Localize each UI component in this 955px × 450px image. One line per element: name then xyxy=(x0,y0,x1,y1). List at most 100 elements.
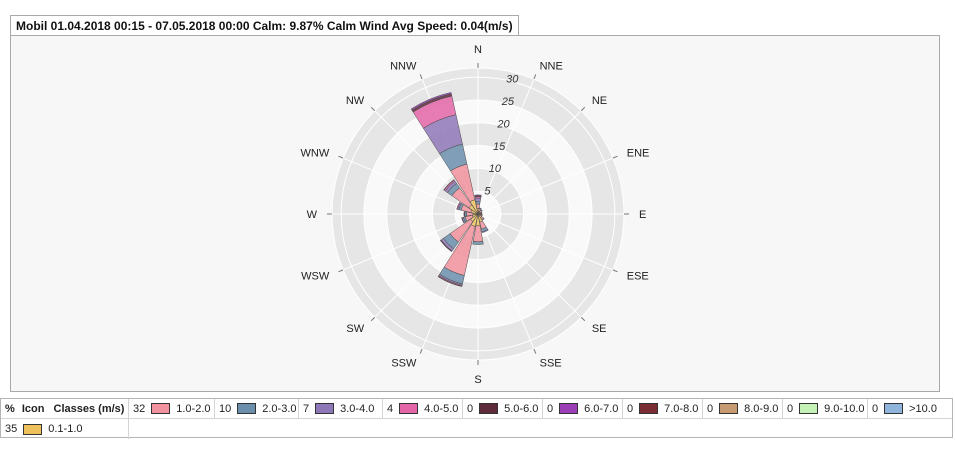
wind-bar-wnw-4 xyxy=(456,201,461,210)
legend-label: 5.0-6.0 xyxy=(504,402,539,415)
legend-cell: 32 1.0-2.0 xyxy=(129,399,215,418)
direction-label-wsw: WSW xyxy=(301,271,330,283)
spoke-gridline xyxy=(339,213,479,272)
legend-swatch xyxy=(884,403,904,414)
legend-label: 3.0-4.0 xyxy=(340,402,375,415)
radial-tick-label: 20 xyxy=(496,118,510,130)
wind-bar-n-2 xyxy=(475,200,481,205)
legend-pct: 35 xyxy=(5,423,18,435)
legend-pct: 7 xyxy=(303,402,310,415)
legend-swatch xyxy=(237,403,257,414)
direction-label-ese: ESE xyxy=(627,271,649,283)
wind-bar-sw-5 xyxy=(439,239,453,253)
wind-rose-chart: 5 10 15 20 25 30 N NNE NE ENE E ESE SE SSE S SSW SW WSW W W… xyxy=(301,44,650,386)
wind-bar-nnw-6 xyxy=(410,92,452,111)
legend-cell: 0 9.0-10.0 xyxy=(783,399,868,418)
legend-pct: 0 xyxy=(707,402,714,415)
legend-cell: 10 2.0-3.0 xyxy=(215,399,299,418)
spoke-tick xyxy=(370,316,376,322)
legend-label: 6.0-7.0 xyxy=(584,402,619,415)
legend-swatch xyxy=(151,403,171,414)
spoke-tick xyxy=(533,74,537,80)
wind-bar-ssw-5 xyxy=(437,275,463,287)
direction-label-ssw: SSW xyxy=(391,358,417,370)
chart-title: Mobil 01.04.2018 00:15 - 07.05.2018 00:0… xyxy=(10,15,519,36)
direction-label-w: W xyxy=(307,209,318,221)
wind-bar-e-2 xyxy=(481,212,483,216)
legend-label: 0.1-1.0 xyxy=(48,423,83,435)
legend-cell: 0 5.0-6.0 xyxy=(463,399,543,418)
legend-row: 35 0.1-1.0 xyxy=(1,419,952,439)
legend-swatch xyxy=(639,403,659,414)
spoke-tick xyxy=(338,269,344,273)
spoke-gridline xyxy=(477,213,617,272)
legend-header-classes: Classes (m/s) xyxy=(53,402,125,415)
radial-tick-label: 25 xyxy=(501,96,515,108)
legend-pct: 0 xyxy=(872,402,879,415)
spoke-gridline xyxy=(339,156,479,215)
direction-label-sw: SW xyxy=(346,323,364,335)
legend-cell: 35 0.1-1.0 xyxy=(1,419,129,439)
direction-label-n: N xyxy=(474,44,482,56)
legend-cell: 0 7.0-8.0 xyxy=(623,399,703,418)
legend-label: >10.0 xyxy=(909,402,937,415)
direction-label-ene: ENE xyxy=(627,147,650,159)
spoke-tick xyxy=(419,74,423,80)
legend-row: % Icon Classes (m/s) 32 1.0-2.0 10 2.0-3.0 7… xyxy=(1,399,952,419)
direction-label-nnw: NNW xyxy=(390,60,417,72)
legend-swatch xyxy=(479,403,499,414)
chart-panel: 5 10 15 20 25 30 N NNE NE ENE E ESE SE SSE S SSW SW WSW W W… xyxy=(10,35,940,392)
direction-label-e: E xyxy=(639,209,646,221)
legend-swatch xyxy=(23,423,43,435)
legend-header-icon: Icon xyxy=(21,402,45,415)
spoke-gridline xyxy=(477,213,585,321)
wind-bar-se-2 xyxy=(481,217,485,221)
radial-tick-label: 15 xyxy=(493,141,506,153)
legend-label: 2.0-3.0 xyxy=(262,402,297,415)
legend-cell: 7 3.0-4.0 xyxy=(299,399,383,418)
legend-table: % Icon Classes (m/s) 32 1.0-2.0 10 2.0-3.0 7… xyxy=(0,398,953,439)
spoke-tick xyxy=(612,155,618,159)
legend-header: % Icon Classes (m/s) xyxy=(1,399,129,418)
wind-bar-nne-2 xyxy=(478,207,482,210)
legend-cell: 0 >10.0 xyxy=(868,399,945,418)
wind-bar-w-4 xyxy=(463,211,465,217)
legend-pct: 0 xyxy=(467,402,474,415)
direction-label-sse: SSE xyxy=(540,358,562,370)
spoke-tick xyxy=(370,106,376,112)
wind-bar-nw-5 xyxy=(443,179,455,191)
wind-bar-n-6 xyxy=(474,194,482,197)
radial-tick-label: 30 xyxy=(506,74,519,86)
spoke-tick xyxy=(533,348,537,354)
legend-swatch xyxy=(719,403,739,414)
legend-label: 4.0-5.0 xyxy=(424,402,459,415)
direction-label-wnw: WNW xyxy=(301,147,330,159)
legend-pct: 0 xyxy=(627,402,634,415)
legend-header-pct: % xyxy=(5,402,15,415)
wind-bar-wsw-4 xyxy=(461,217,465,224)
legend-pct: 32 xyxy=(133,402,146,415)
direction-label-se: SE xyxy=(592,323,607,335)
direction-label-nw: NW xyxy=(346,95,365,107)
legend-pct: 4 xyxy=(387,402,394,415)
spoke-tick xyxy=(612,269,618,273)
wind-bar-n-3 xyxy=(474,197,482,202)
spoke-tick xyxy=(580,106,586,112)
legend-swatch xyxy=(559,403,579,414)
radial-tick-label: 10 xyxy=(489,163,502,175)
legend-pct: 0 xyxy=(787,402,794,415)
legend-cell: 0 8.0-9.0 xyxy=(703,399,783,418)
wind-bar-s-2 xyxy=(472,241,484,245)
legend-pct: 0 xyxy=(547,402,554,415)
legend-swatch xyxy=(315,403,335,414)
radial-tick-label: 5 xyxy=(484,186,491,198)
direction-label-ne: NE xyxy=(592,95,607,107)
spoke-gridline xyxy=(477,107,585,215)
spoke-tick xyxy=(338,155,344,159)
spoke-gridline xyxy=(477,75,536,215)
legend-cell: 4 4.0-5.0 xyxy=(383,399,463,418)
legend-label: 8.0-9.0 xyxy=(744,402,779,415)
legend-cell: 0 6.0-7.0 xyxy=(543,399,623,418)
spoke-gridline xyxy=(477,213,536,353)
legend-pct: 10 xyxy=(219,402,232,415)
